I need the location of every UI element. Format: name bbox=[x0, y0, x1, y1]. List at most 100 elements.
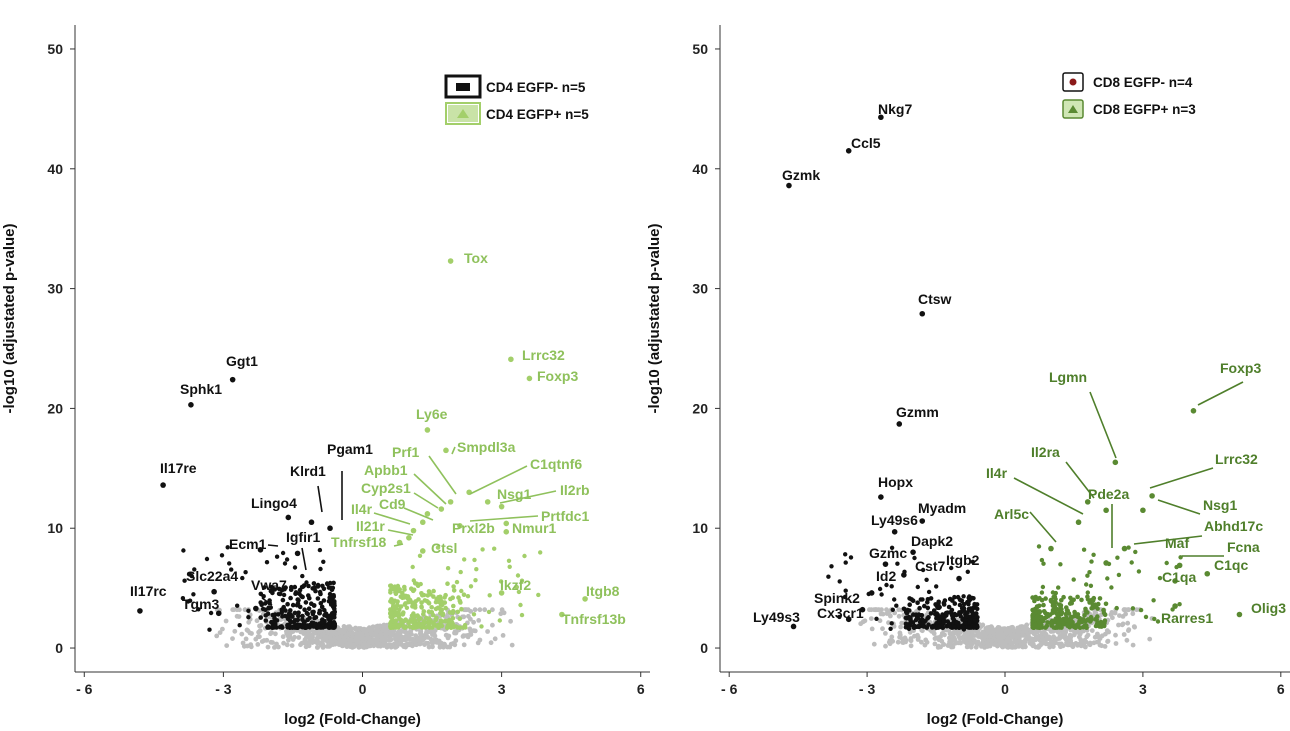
gene-point-c1qc bbox=[1204, 570, 1211, 577]
down-point bbox=[306, 583, 311, 589]
down-point bbox=[246, 608, 251, 613]
gene-point-pde2a bbox=[1103, 507, 1109, 514]
x-tick-label: 6 bbox=[637, 681, 645, 697]
ns-point bbox=[1011, 628, 1017, 634]
up-point bbox=[498, 579, 504, 584]
leader-line-lgmn bbox=[1089, 391, 1117, 459]
ns-point bbox=[1067, 632, 1073, 638]
down-point bbox=[837, 579, 842, 584]
ns-point bbox=[995, 634, 1000, 639]
up-point bbox=[1079, 619, 1085, 625]
down-point bbox=[321, 586, 327, 592]
gene-label-id2: Id2 bbox=[876, 568, 896, 584]
ns-point bbox=[338, 634, 343, 639]
ns-point bbox=[897, 630, 903, 636]
up-point bbox=[458, 600, 463, 605]
up-point bbox=[480, 547, 485, 552]
down-point bbox=[331, 580, 336, 586]
ns-point bbox=[1016, 644, 1022, 649]
ns-point bbox=[903, 639, 908, 645]
leader-line-smpdl3a bbox=[451, 446, 456, 455]
ns-point bbox=[947, 631, 953, 637]
down-point bbox=[322, 607, 327, 613]
ns-point bbox=[280, 634, 286, 640]
gene-point-maf bbox=[1103, 560, 1109, 566]
down-point bbox=[225, 545, 230, 550]
ns-point bbox=[461, 642, 467, 648]
y-tick-label: 50 bbox=[692, 41, 708, 57]
ns-point bbox=[508, 618, 513, 624]
ns-point bbox=[270, 640, 275, 645]
up-point bbox=[388, 583, 393, 589]
up-point bbox=[1101, 610, 1107, 616]
up-point bbox=[1155, 619, 1161, 624]
down-point bbox=[949, 565, 954, 571]
ns-point bbox=[411, 638, 416, 644]
down-point bbox=[912, 624, 917, 630]
down-point bbox=[313, 615, 319, 620]
down-point bbox=[196, 607, 201, 612]
leader-line-il2ra bbox=[1065, 461, 1095, 499]
down-point bbox=[324, 623, 329, 629]
gene-label-il21r: Il21r bbox=[356, 518, 385, 534]
down-point bbox=[915, 616, 921, 621]
ns-point bbox=[1080, 639, 1085, 645]
gene-point-ctsl bbox=[419, 548, 426, 554]
up-point bbox=[1138, 607, 1144, 613]
ns-point bbox=[883, 631, 888, 636]
ns-point bbox=[985, 627, 990, 633]
up-point bbox=[434, 615, 439, 621]
ns-point bbox=[1132, 624, 1137, 630]
up-point bbox=[429, 605, 435, 610]
up-point bbox=[453, 624, 459, 629]
ns-point bbox=[1110, 615, 1115, 621]
down-point bbox=[877, 586, 883, 592]
gene-point-prxl2b bbox=[457, 523, 463, 529]
ns-point bbox=[371, 638, 377, 644]
ns-point bbox=[989, 629, 994, 635]
legend: CD4 EGFP- n=5 CD4 EGFP+ n=5 bbox=[444, 74, 589, 125]
up-point bbox=[431, 588, 436, 594]
ns-point bbox=[968, 644, 974, 650]
leader-line-tnfrsf18 bbox=[393, 543, 404, 547]
ns-point bbox=[378, 634, 383, 639]
down-point bbox=[895, 561, 900, 566]
ns-point bbox=[214, 633, 220, 639]
down-point bbox=[265, 624, 271, 629]
down-point bbox=[965, 569, 970, 574]
ns-point bbox=[907, 629, 913, 635]
ns-point bbox=[929, 629, 935, 634]
ns-point bbox=[996, 625, 1001, 631]
gene-label-hopx: Hopx bbox=[878, 474, 913, 490]
down-point bbox=[292, 584, 298, 590]
y-axis-label: -log10 (adjustated p-value) bbox=[1, 223, 18, 413]
down-point bbox=[932, 611, 938, 617]
ns-point bbox=[877, 618, 883, 624]
gene-point-cd9 bbox=[419, 519, 426, 526]
y-tick-label: 40 bbox=[47, 161, 63, 177]
ns-point bbox=[472, 607, 478, 613]
up-point bbox=[1039, 597, 1045, 603]
ns-point bbox=[306, 640, 312, 646]
ns-point bbox=[957, 636, 963, 642]
down-point bbox=[319, 620, 325, 625]
up-point bbox=[1095, 606, 1100, 611]
up-point bbox=[1039, 590, 1045, 595]
ns-point bbox=[243, 636, 249, 642]
ns-point bbox=[274, 641, 279, 647]
down-point bbox=[916, 612, 922, 617]
series-cd4-egfp-: Tox Lrrc32 Foxp3 Ly6e Smpdl3a Prf1 Apbb1 Cyp2s1… bbox=[331, 250, 626, 627]
gene-label-nmur1: Nmur1 bbox=[512, 520, 557, 536]
ns-point bbox=[1085, 632, 1091, 638]
ns-point bbox=[912, 633, 917, 639]
ns-point bbox=[1043, 631, 1049, 637]
gene-label-sphk1: Sphk1 bbox=[180, 381, 222, 397]
down-point bbox=[243, 570, 248, 575]
up-point bbox=[431, 622, 437, 627]
ns-point bbox=[946, 642, 952, 647]
gene-point-dapk2 bbox=[910, 549, 916, 555]
ns-point bbox=[253, 636, 259, 642]
ns-point bbox=[485, 629, 490, 634]
ns-point bbox=[453, 638, 459, 644]
ns-point bbox=[952, 640, 958, 646]
